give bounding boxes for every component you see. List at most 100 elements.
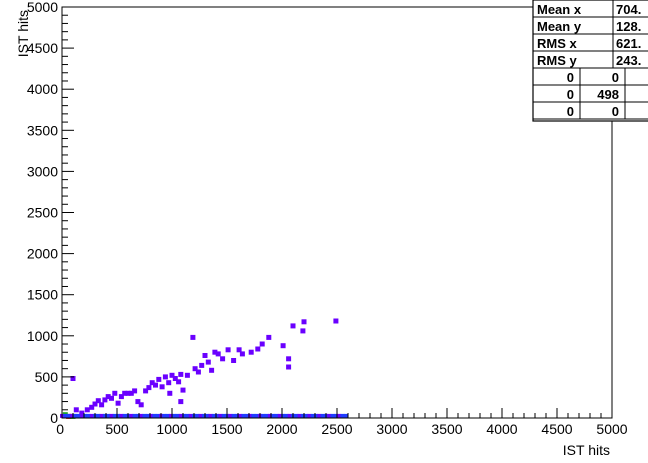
- y-tick-label: 3500: [27, 122, 58, 138]
- stats-label: Mean x: [537, 2, 582, 17]
- baseline-cell: [152, 413, 157, 418]
- baseline-cell: [281, 413, 286, 418]
- stats-grid-cell: 0: [567, 87, 574, 102]
- baseline-cell: [218, 413, 223, 418]
- histogram-cell: [102, 397, 108, 403]
- histogram-cell: [195, 369, 201, 375]
- baseline-cell: [162, 413, 167, 418]
- histogram-cell: [135, 399, 141, 405]
- histogram-cell: [180, 387, 186, 393]
- y-tick-label: 1000: [27, 328, 58, 344]
- x-tick-label: 500: [105, 421, 129, 437]
- baseline-cell: [172, 413, 177, 418]
- baseline-cell: [69, 413, 74, 418]
- histogram-cell: [125, 390, 131, 396]
- baseline-cell: [102, 413, 107, 418]
- x-tick-label: 3500: [431, 421, 462, 437]
- baseline-cell: [307, 413, 312, 418]
- histogram-cell: [212, 349, 218, 355]
- histogram-cell: [301, 319, 307, 325]
- histogram-cell: [109, 395, 114, 401]
- baseline-cell: [327, 413, 332, 418]
- baseline-cell: [251, 413, 256, 418]
- baseline-cell: [96, 413, 101, 418]
- baseline-cell: [149, 413, 154, 418]
- histogram-cell: [290, 323, 296, 329]
- x-tick-label: 2000: [266, 421, 297, 437]
- histogram-cell: [128, 390, 134, 396]
- baseline-cell: [168, 413, 173, 418]
- histogram-cell: [286, 356, 292, 362]
- baseline-cell: [139, 413, 144, 418]
- baseline-cell: [66, 413, 71, 418]
- x-tick-label: 4500: [541, 421, 572, 437]
- baseline-cell: [185, 413, 190, 418]
- histogram-cell: [70, 376, 76, 381]
- histogram-cell: [239, 351, 245, 357]
- baseline-cell: [320, 413, 325, 418]
- axes: [61, 6, 613, 419]
- stats-label: RMS y: [537, 53, 578, 68]
- baseline-cell: [119, 413, 124, 418]
- baseline-cell: [244, 413, 249, 418]
- histogram-cell: [176, 379, 182, 385]
- baseline-cell: [76, 413, 81, 418]
- baseline-cell: [340, 413, 345, 418]
- histogram-cell: [143, 388, 149, 394]
- histogram-cell: [105, 394, 111, 400]
- histogram-cell: [280, 343, 286, 349]
- baseline-cell: [198, 413, 203, 418]
- baseline-cell: [129, 413, 134, 418]
- histogram-cell: [184, 372, 190, 378]
- histogram-cell: [205, 359, 211, 365]
- histogram-cell: [259, 341, 265, 347]
- x-tick-label: 5000: [596, 421, 627, 437]
- baseline-cell: [231, 413, 236, 418]
- histogram-cell: [178, 371, 184, 377]
- stats-box-frame: [532, 0, 648, 122]
- y-tick-label: 4500: [27, 40, 58, 56]
- x-tick-label: 3000: [376, 421, 407, 437]
- baseline-cell: [314, 413, 319, 418]
- baseline-cell: [271, 413, 276, 418]
- baseline-cell: [106, 413, 111, 418]
- histogram-cell: [159, 384, 165, 390]
- baseline-cell: [116, 413, 121, 418]
- baseline-cell: [238, 413, 243, 418]
- baseline-cell: [122, 413, 127, 418]
- histogram-cell: [99, 402, 105, 408]
- histogram-cell: [118, 394, 124, 400]
- stats-grid-cell: 0: [567, 104, 574, 119]
- histogram-cell: [146, 385, 152, 391]
- y-tick-label: 2500: [27, 205, 58, 221]
- y-tick-label: 4000: [27, 81, 58, 97]
- baseline-cell: [304, 413, 309, 418]
- baseline-cell: [284, 413, 289, 418]
- histogram-cell: [333, 318, 339, 324]
- baseline-cell: [99, 413, 104, 418]
- baseline-cell: [83, 413, 88, 418]
- baseline-cell: [277, 413, 282, 418]
- baseline-cell: [195, 413, 200, 418]
- y-tick-label: 500: [35, 369, 59, 385]
- y-tick-label: 3000: [27, 163, 58, 179]
- histogram-cell: [255, 346, 261, 352]
- stats-label: Mean y: [537, 19, 582, 34]
- x-tick-label: 1500: [211, 421, 242, 437]
- stats-grid-cell: 0: [612, 70, 619, 85]
- baseline-cell: [264, 413, 269, 418]
- baseline-cell: [310, 413, 315, 418]
- baseline-cell: [254, 413, 259, 418]
- baseline-cell: [109, 413, 114, 418]
- baseline-cell: [79, 413, 84, 418]
- histogram-cell: [89, 404, 95, 410]
- histogram-cell: [156, 376, 162, 382]
- baseline-cell: [221, 413, 226, 418]
- baseline-cell: [142, 413, 147, 418]
- baseline-cell: [330, 413, 335, 418]
- x-tick-label: 2500: [321, 421, 352, 437]
- histogram-cell: [79, 410, 85, 416]
- histogram-cell: [73, 407, 79, 413]
- stats-box: Mean x 704. Mean y 128. RMS x 621. RMS y 243. 0 0…: [532, 0, 648, 122]
